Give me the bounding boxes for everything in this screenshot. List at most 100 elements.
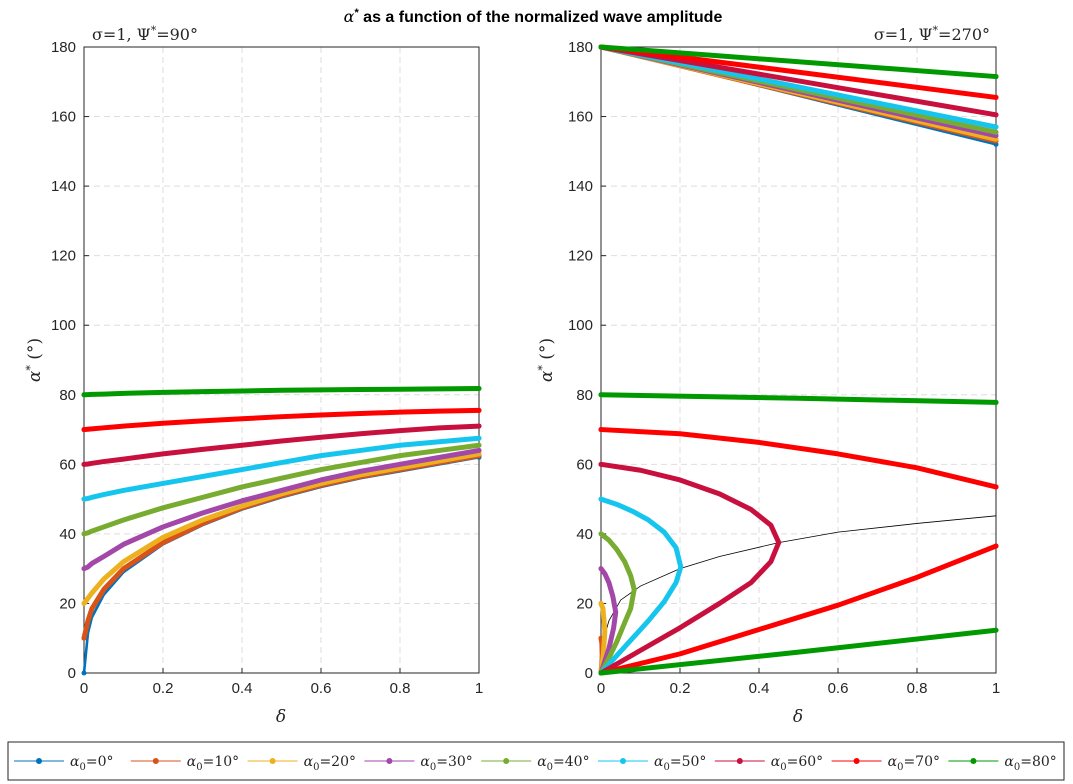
right-panel-subtitle-value: =270° [938, 25, 990, 44]
left-panel: 0 0.2 0.4 0.6 0.8 1 020406080100120140160180 … [24, 24, 483, 727]
left-panel-subtitle-sup: * [151, 24, 157, 37]
legend-label-alpha: α [304, 754, 314, 770]
left-panel-y-label: α* (°) [24, 338, 45, 382]
right-panel-series-alpha70-branch-2 [598, 543, 999, 676]
right-panel-series-alpha80-branch-2 [598, 627, 999, 676]
right-panel-subtitle: σ=1, Ψ*=270° [874, 24, 990, 44]
legend-label: α0=80° [1004, 754, 1056, 773]
left-panel-series-alpha50-end-marker [476, 435, 482, 441]
right-panel-series-alpha70-branch-2-end-marker [993, 543, 999, 549]
right-panel-y-tick-label: 40 [576, 526, 593, 543]
right-panel-series-alpha30-branch-1-start-marker [598, 566, 604, 572]
legend-swatch-marker [853, 758, 860, 764]
left-panel-y-tick-label: 120 [51, 248, 76, 265]
right-panel: 0 0.2 0.4 0.6 0.8 1 020406080100120140160180 … [536, 24, 1000, 727]
legend-label-value: =70° [903, 754, 940, 770]
legend-label-alpha: α [187, 754, 197, 770]
left-panel-x-tick-label: 0.6 [311, 680, 332, 697]
right-panel-series-alpha80-branch-0 [598, 44, 999, 80]
right-panel-series-alpha40-branch-0-end-marker [993, 129, 999, 135]
legend-label-value: =60° [787, 754, 824, 770]
legend-label-subscript: 0 [663, 762, 669, 773]
right-panel-x-tick-label: 0.4 [749, 680, 770, 697]
legend-label-subscript: 0 [313, 762, 319, 773]
left-panel-series-alpha80 [81, 386, 482, 398]
left-panel-y-tick-label: 60 [59, 456, 76, 473]
right-panel-series-alpha60-branch-1 [598, 461, 782, 676]
legend-box [7, 741, 1065, 781]
left-panel-subtitle: σ=1, Ψ*=90° [92, 24, 198, 44]
right-panel-y-ticks: 0 20 40 60 80 100 120 140 160 180 [568, 39, 606, 682]
right-panel-y-tick-label: 20 [576, 595, 593, 612]
right-panel-series-alpha70-branch-1-end-marker [993, 484, 999, 490]
legend-label-value: =0° [86, 754, 114, 770]
left-panel-y-tick-label: 80 [59, 387, 76, 404]
legend-label: α0=20° [304, 754, 356, 773]
left-panel-series-alpha70 [81, 407, 482, 433]
left-panel-series-alpha20-start-marker [81, 600, 87, 606]
left-panel-series-alpha50 [81, 435, 482, 502]
legend-label: α0=0° [70, 754, 113, 773]
right-panel-x-tick-label: 0.2 [670, 680, 691, 697]
legend-label-alpha: α [70, 754, 80, 770]
right-panel-series-alpha50-branch-1-start-marker [598, 496, 604, 502]
right-panel-series-alpha70-branch-1-start-marker [598, 427, 604, 433]
right-panel-series-alpha80-branch-2-end-marker [993, 627, 999, 633]
left-panel-y-tick-label: 40 [59, 526, 76, 543]
legend-swatch-marker [36, 758, 42, 764]
right-panel-series-alpha80-branch-0-start-marker [598, 44, 604, 50]
figure-title-alpha: α [344, 7, 355, 26]
left-panel-series [81, 386, 482, 676]
right-panel-y-label-main: α [537, 370, 557, 382]
right-panel-series [598, 44, 999, 676]
left-panel-y-tick-label: 160 [51, 109, 76, 126]
right-panel-y-label: α* (°) [536, 338, 557, 382]
legend-label-alpha: α [537, 754, 547, 770]
left-panel-y-tick-label: 140 [51, 178, 76, 195]
left-panel-x-ticks: 0 0.2 0.4 0.6 0.8 1 [80, 668, 483, 697]
right-panel-series-alpha40-branch-1-start-marker [598, 531, 604, 537]
right-panel-axes-box [600, 46, 997, 674]
legend-swatch-marker [152, 758, 159, 764]
right-panel-y-tick-label: 80 [576, 387, 593, 404]
right-panel-series-alpha80-branch-1 [598, 392, 999, 405]
legend-label-value: =30° [436, 754, 473, 770]
left-panel-series-alpha60 [81, 423, 482, 467]
legend-label-alpha: α [420, 754, 430, 770]
legend: α0=0° α0=10° α0=20° α0=30° α0=40° α0=50° α0=60… [7, 741, 1065, 781]
right-panel-series-alpha60-branch-0-end-marker [993, 112, 999, 118]
left-panel-y-tick-label: 0 [68, 665, 76, 682]
left-panel-y-tick-label: 100 [51, 317, 76, 334]
right-panel-series-alpha70-branch-0-end-marker [993, 94, 999, 100]
figure-title-sup: * [354, 7, 359, 19]
right-panel-series-alpha80-branch-1-start-marker [598, 392, 604, 398]
left-panel-series-alpha50-start-marker [81, 496, 87, 502]
right-panel-y-tick-label: 60 [576, 456, 593, 473]
left-panel-series-alpha20 [81, 451, 482, 606]
legend-label-subscript: 0 [430, 762, 436, 773]
left-panel-series-alpha30-end-marker [476, 447, 482, 453]
right-panel-series-alpha30-branch-1 [598, 566, 619, 676]
left-panel-y-label-sup: * [24, 365, 37, 371]
left-panel-y-label-unit: (°) [25, 338, 45, 365]
right-panel-x-label: δ [793, 707, 803, 727]
left-panel-series-alpha30-start-marker [81, 566, 87, 572]
left-panel-series-alpha40-start-marker [81, 531, 87, 537]
right-panel-series-alpha50-branch-1 [598, 496, 684, 676]
legend-label-value: =10° [203, 754, 240, 770]
left-panel-series-alpha40 [81, 442, 482, 537]
right-panel-y-tick-label: 0 [585, 665, 593, 682]
left-panel-x-label: δ [276, 707, 286, 727]
right-panel-boundary-curve [600, 515, 997, 674]
legend-label: α0=40° [537, 754, 589, 773]
legend-label-subscript: 0 [196, 762, 202, 773]
legend-label: α0=70° [888, 754, 940, 773]
right-panel-y-tick-label: 160 [568, 109, 593, 126]
right-panel-y-tick-label: 140 [568, 178, 593, 195]
left-panel-x-tick-label: 0.2 [153, 680, 174, 697]
legend-label-subscript: 0 [1014, 762, 1020, 773]
legend-label-value: =50° [670, 754, 707, 770]
right-panel-y-label-sup: * [536, 365, 549, 371]
legend-swatch-marker [970, 758, 977, 764]
legend-label-value: =40° [553, 754, 590, 770]
